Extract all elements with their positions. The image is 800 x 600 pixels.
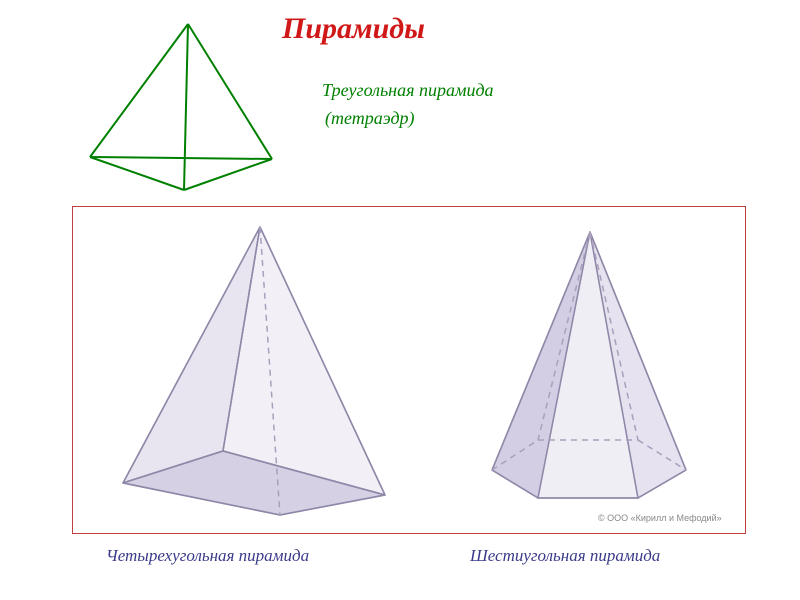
hex-label: Шестиугольная пирамида	[470, 546, 660, 566]
hex-pyramid-diagram	[450, 218, 730, 518]
triangular-label-line1: Треугольная пирамида	[322, 80, 494, 101]
quad-pyramid-diagram	[85, 215, 425, 525]
tetrahedron-diagram	[72, 12, 282, 202]
quad-label: Четырехугольная пирамида	[106, 546, 309, 566]
copyright-text: © ООО «Кирилл и Мефодий»	[598, 513, 722, 523]
triangular-label-line2: (тетраэдр)	[325, 108, 415, 129]
page-title: Пирамиды	[282, 12, 425, 46]
